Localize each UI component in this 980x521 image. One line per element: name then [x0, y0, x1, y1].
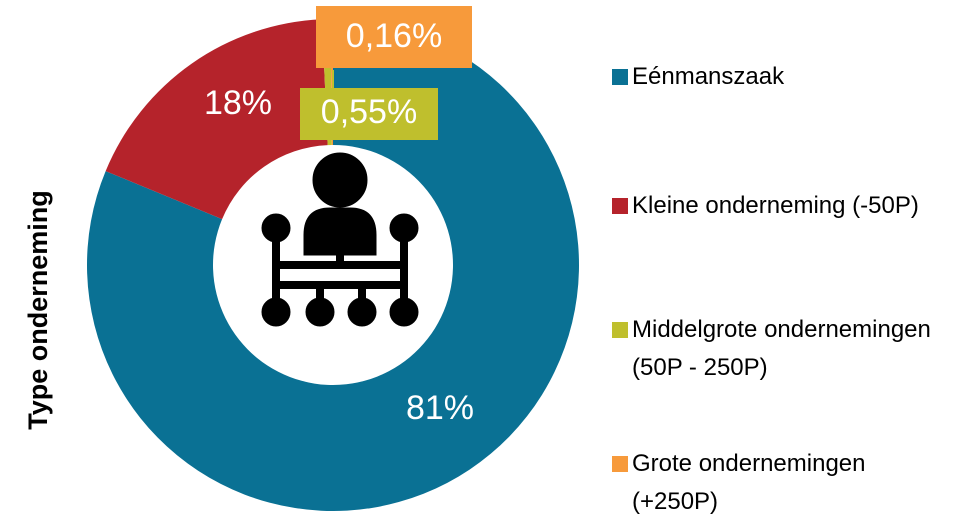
label-box: [316, 6, 472, 68]
legend-label: Grote ondernemingen (+250P): [632, 450, 866, 515]
icon-dot: [261, 297, 291, 327]
legend-entry: Middelgrote ondernemingen (50P - 250P): [612, 311, 947, 387]
legend-swatch: [612, 322, 628, 338]
slice: [105, 19, 328, 220]
data-label: 0,16%: [346, 17, 442, 55]
legend-swatch: [612, 198, 628, 214]
icon-dot: [389, 213, 419, 243]
icon-dot: [261, 213, 291, 243]
legend-swatch: [612, 69, 628, 85]
legend-entry: Grote ondernemingen (+250P): [612, 445, 947, 521]
legend-entry: Kleine onderneming (-50P): [612, 187, 947, 225]
icon-dot: [305, 297, 335, 327]
icon: [261, 152, 419, 327]
legend-entry: Eénmanszaak: [612, 58, 947, 96]
data-label: 18%: [204, 84, 272, 122]
legend-swatch: [612, 456, 628, 472]
data-label: 81%: [406, 389, 474, 427]
chart-title: Type onderneming: [23, 190, 53, 430]
icon-head: [312, 152, 368, 208]
slice: [87, 19, 579, 511]
label-box: [300, 88, 438, 140]
legend-label: Kleine onderneming (-50P): [632, 192, 919, 219]
labels: 81% 18% 0,55% 0,16%: [204, 6, 474, 427]
icon-dot: [389, 297, 419, 327]
legend-label: Middelgrote ondernemingen (50P - 250P): [632, 316, 931, 381]
data-label: 0,55%: [321, 93, 417, 131]
legend-label: Eénmanszaak: [632, 63, 785, 90]
icon-body: [303, 207, 377, 256]
icon-dot: [347, 297, 377, 327]
